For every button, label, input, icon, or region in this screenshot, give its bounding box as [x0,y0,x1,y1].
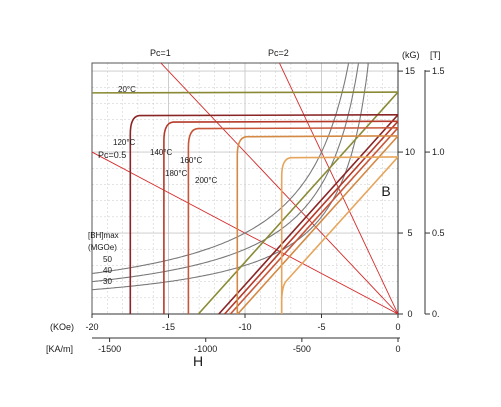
temperature-label: 200°C [195,176,218,185]
bhmax-unit: (MGOe) [88,243,117,252]
t-tick-label: 0. [432,309,440,319]
bhmax-title: [BH]max [88,231,119,240]
intrinsic-curve [280,156,398,314]
t-tick-label: 1.0 [432,147,445,157]
kam-unit-label: [KA/m] [46,344,73,354]
t-tick-label: 1.5 [432,66,445,76]
pc-label: Pc=2 [268,48,289,58]
koe-unit-label: (KOe) [50,322,74,332]
bhmax-curve [92,63,360,283]
kam-tick-label: 0 [395,344,400,354]
normal-curve [218,114,398,314]
koe-tick-label: -10 [238,322,251,332]
pc-label: Pc=0.5 [98,150,126,160]
kg-unit-label: (kG) [402,50,420,60]
pc-line [92,151,398,314]
kam-tick-label: -1000 [194,344,217,354]
kam-tick-label: -500 [293,344,311,354]
koe-tick-label: -20 [85,322,98,332]
temperature-label: 120°C [113,138,136,147]
bhmax-value: 50 [103,255,112,264]
koe-tick-label: -15 [162,322,175,332]
bhmax-value: 40 [103,266,112,275]
ticks: -20 -15 -10 -5 0-1500 -1000 -500 00510150.0.51.… [85,66,444,354]
intrinsic-curve [236,135,398,314]
normal-curve [224,120,398,314]
intrinsic-curve [163,120,398,314]
normal-curve [229,127,398,314]
normal-curve [280,156,398,314]
pc-line [160,63,398,314]
kg-tick-label: 0 [407,309,412,319]
temperature-label: 180°C [165,169,188,178]
t-unit-label: [T] [430,50,441,60]
temperature-label: 140°C [150,148,173,157]
bhmax-curve [92,63,369,291]
bhmax-value: 30 [103,277,112,286]
kg-tick-label: 15 [405,66,415,76]
koe-tick-label: 0 [395,322,400,332]
intrinsic-curve [129,114,398,314]
t-tick-label: 0.5 [432,228,445,238]
temperature-label: 20°C [118,85,136,94]
h-axis-name: H [193,353,203,369]
intrinsic-curve [187,127,398,314]
kg-tick-label: 10 [405,147,415,157]
curves [92,63,398,314]
koe-tick-label: -5 [317,322,325,332]
pc-label: Pc=1 [150,48,171,58]
normal-curve [237,135,398,314]
kam-tick-label: -1500 [98,344,121,354]
b-axis-name: B [381,183,390,199]
kg-tick-label: 5 [407,228,412,238]
labels: (KOe) [KA/m] H (kG) [T] B Pc=1 Pc=2 Pc=0.5 20°C 12… [46,48,441,369]
bhmax-curve [92,63,350,275]
normal-curve [197,91,398,314]
temperature-label: 160°C [180,156,203,165]
